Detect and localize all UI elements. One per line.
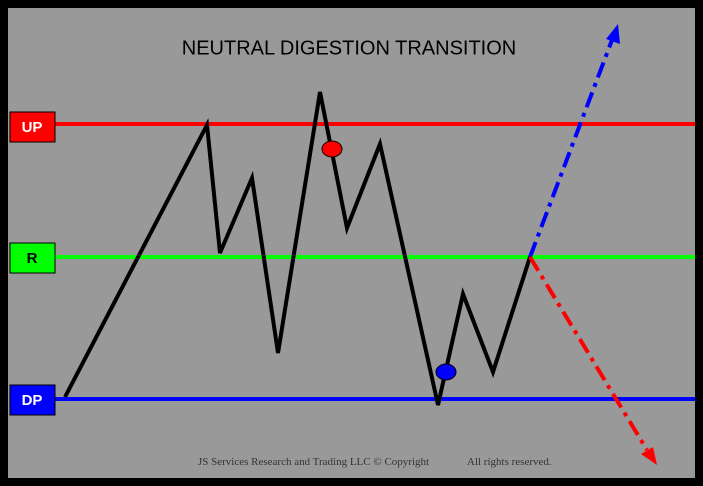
- r-box: [9, 242, 56, 274]
- dp-label: DP: [22, 392, 43, 409]
- down-projection: [528, 255, 649, 452]
- up-projection: [528, 39, 614, 258]
- rights: All rights reserved.: [467, 456, 552, 468]
- up-arrowhead: [606, 24, 620, 44]
- up-box: [9, 111, 56, 143]
- up-label: UP: [22, 119, 43, 136]
- copyright: JS Services Research and Trading LLC © C…: [198, 456, 429, 468]
- panel: [8, 8, 695, 478]
- r-label: R: [27, 250, 38, 267]
- price-path: [63, 91, 532, 406]
- blue-dot: [435, 363, 457, 381]
- dp-box: [9, 384, 56, 416]
- down-arrowhead: [641, 447, 657, 465]
- title: NEUTRAL DIGESTION TRANSITION: [182, 37, 516, 59]
- red-dot: [321, 140, 343, 158]
